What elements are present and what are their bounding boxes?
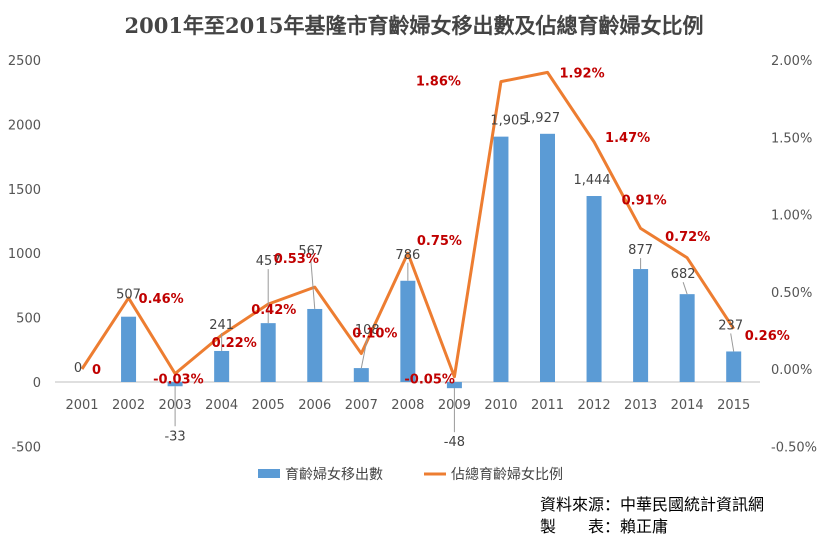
line-data-label: 0.75% — [417, 234, 462, 249]
bar-data-label: 567 — [298, 244, 323, 259]
bar-data-label: 108 — [355, 323, 380, 338]
x-tick-label: 2006 — [298, 398, 331, 413]
bar — [121, 316, 137, 382]
bar — [540, 133, 555, 382]
leader-line — [310, 258, 316, 310]
line-data-label: 0.10% — [352, 327, 397, 342]
bar-data-label: 682 — [671, 267, 696, 282]
axes: 25002000150010005000-5002.00%1.50%1.00%0… — [8, 54, 817, 455]
y-left-tick-label: 0 — [33, 376, 41, 391]
bar-data-label: 1,927 — [523, 111, 560, 126]
bar-data-label: 1,444 — [573, 173, 610, 188]
bar — [167, 382, 183, 387]
x-tick-label: 2014 — [671, 398, 704, 413]
y-left-tick-label: 1000 — [8, 247, 41, 262]
legend-label-line: 佔總育齡婦女比例 — [451, 466, 563, 483]
x-tick-label: 2007 — [345, 398, 378, 413]
legend-label-bar: 育齡婦女移出數 — [285, 466, 383, 483]
bar-data-label: 786 — [395, 248, 420, 263]
leader-line — [730, 333, 735, 352]
y-right-tick-label: 1.00% — [771, 209, 812, 224]
line-data-label: -0.03% — [153, 373, 204, 388]
bar — [353, 368, 369, 382]
line-data-label: 0.72% — [665, 230, 710, 245]
x-tick-label: 2013 — [624, 398, 657, 413]
y-left-tick-label: -500 — [11, 440, 41, 455]
y-left-tick-label: 1500 — [8, 183, 41, 198]
x-tick-label: 2004 — [205, 398, 238, 413]
line-data-label: 0.53% — [274, 252, 319, 267]
bar-data-label: 0 — [74, 361, 82, 376]
legend: 育齡婦女移出數 佔總育齡婦女比例 — [258, 466, 563, 483]
y-right-tick-label: 1.50% — [771, 131, 812, 146]
y-right-tick-label: 2.00% — [771, 54, 812, 69]
line-data-label: 0 — [92, 363, 101, 378]
bar — [493, 136, 509, 382]
source-line: 資料來源：中華民國統計資訊網 — [540, 495, 764, 514]
x-tick-label: 2001 — [65, 398, 98, 413]
line-data-label: 1.92% — [560, 66, 605, 81]
bar — [446, 382, 462, 389]
y-left-tick-label: 2500 — [8, 54, 41, 69]
bar — [400, 280, 416, 382]
x-tick-label: 2011 — [531, 398, 564, 413]
bar-data-label: 1,905 — [490, 114, 527, 129]
x-tick-label: 2002 — [112, 398, 145, 413]
line-data-label: -0.05% — [404, 373, 455, 388]
x-tick-label: 2005 — [252, 398, 285, 413]
line-data-label: 0.46% — [139, 292, 184, 307]
bar-data-label: 457 — [256, 254, 281, 269]
y-right-tick-label: 0.50% — [771, 286, 812, 301]
y-left-tick-label: 2000 — [8, 118, 41, 133]
bar-data-label: 237 — [718, 318, 743, 333]
x-tick-label: 2008 — [391, 398, 424, 413]
y-right-tick-label: 0.00% — [771, 363, 812, 378]
bar-data-label: -33 — [164, 429, 185, 444]
line-data-label: 1.47% — [605, 131, 650, 146]
bar — [214, 350, 230, 382]
bar — [679, 294, 695, 382]
line-data-label: 1.86% — [416, 75, 461, 90]
bar-data-label: 507 — [116, 288, 141, 303]
bar — [260, 323, 276, 382]
bar — [726, 351, 742, 382]
bar-data-label: 877 — [628, 243, 653, 258]
line — [80, 70, 735, 379]
x-tick-label: 2012 — [578, 398, 611, 413]
maker-line: 製 表：賴正庸 — [540, 517, 668, 536]
leader-line — [360, 337, 368, 369]
bar-series — [121, 133, 742, 389]
y-left-tick-label: 500 — [16, 312, 41, 327]
bar — [586, 196, 602, 382]
leader-line — [682, 282, 688, 295]
x-tick-label: 2015 — [717, 398, 750, 413]
y-right-tick-label: -0.50% — [771, 440, 817, 455]
x-tick-label: 2010 — [484, 398, 517, 413]
line-data-label: 0.91% — [622, 193, 667, 208]
legend-swatch-bar — [258, 469, 280, 478]
bar — [307, 308, 323, 382]
line-data-label: 0.22% — [212, 336, 257, 351]
line-data-label: 0.42% — [251, 303, 296, 318]
bar-data-label: 241 — [209, 318, 234, 333]
line-series — [80, 70, 735, 379]
chart-title: 2001年至2015年基隆市育齡婦女移出數及佔總育齡婦女比例 — [125, 13, 704, 38]
line-data-label: 0.26% — [745, 329, 790, 344]
bar-data-label: -48 — [444, 435, 465, 450]
bar — [633, 269, 649, 382]
